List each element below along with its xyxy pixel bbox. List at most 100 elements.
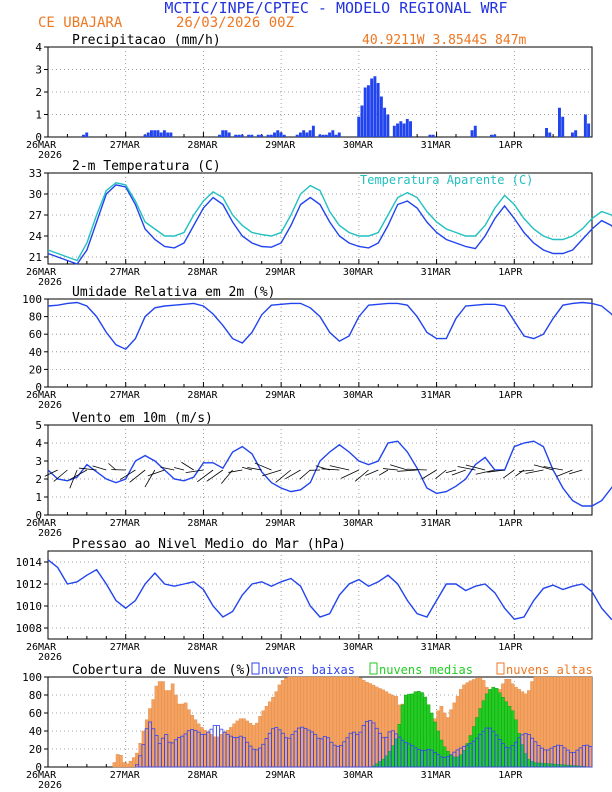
x-tick-label: 26MAR	[26, 518, 57, 529]
cloud-bar-nuvens-altas	[355, 676, 360, 768]
y-tick-label: 21	[29, 251, 42, 264]
wind-vector	[465, 464, 486, 471]
precip-bar	[266, 134, 270, 137]
cloud-bar-nuvens-altas	[342, 676, 347, 768]
precip-bar	[490, 134, 493, 137]
chart-panel-wind: 0 1 2 3 4 5 26MAR 27MAR 28MAR 29MAR 30MAR 31MAR 1APR…	[26, 411, 612, 539]
precip-bar	[493, 134, 497, 137]
cloud-bar-nuvens-medias	[452, 756, 457, 768]
cloud-bar-nuvens-altas	[326, 676, 330, 768]
precip-bar	[396, 123, 400, 137]
chart-title-rh: Umidade Relativa em 2m (%)	[72, 285, 276, 300]
wind-vector	[365, 469, 379, 476]
x-year-label: 2026	[38, 652, 62, 663]
cloud-bar-nuvens-altas	[203, 729, 207, 768]
precip-bar	[162, 130, 166, 137]
cloud-bar-nuvens-altas	[313, 676, 317, 768]
cloud-bar-nuvens-altas	[251, 725, 256, 768]
precip-bar	[247, 134, 251, 137]
precip-bar	[166, 132, 170, 137]
cloud-bar-nuvens-altas	[332, 676, 337, 768]
chart-panel-temp: 21 24 27 30 33 26MAR 27MAR 28MAR 29MAR 30MAR 31MAR…	[26, 159, 612, 288]
cloud-bar-nuvens-medias	[465, 743, 470, 768]
cloud-bar-nuvens-altas	[151, 699, 156, 768]
cloud-bar-nuvens-altas	[361, 680, 366, 768]
series-line-rh-0	[47, 301, 612, 351]
x-tick-label: 31MAR	[421, 518, 452, 529]
x-tick-label: 28MAR	[187, 642, 218, 653]
cloud-bar-nuvens-medias	[517, 733, 521, 768]
x-tick-label: 29MAR	[265, 267, 296, 278]
cloud-bar-nuvens-altas	[556, 676, 560, 768]
cloud-bar-nuvens-medias	[394, 738, 398, 768]
wind-vector	[275, 469, 292, 483]
cloud-bar-nuvens-altas	[546, 676, 551, 768]
y-tick-label: 0	[35, 381, 42, 394]
cloud-bar-nuvens-altas	[300, 676, 305, 768]
wind-vector	[53, 469, 68, 482]
cloud-bar-nuvens-altas	[582, 676, 586, 768]
x-tick-label: 30MAR	[343, 770, 374, 781]
y-tick-label: 1008	[16, 622, 43, 635]
x-tick-label: 31MAR	[421, 770, 452, 781]
x-year-label: 2026	[38, 277, 62, 288]
precip-bar	[360, 105, 364, 137]
cloud-bar-nuvens-altas	[174, 694, 178, 768]
chart-title-clouds: Cobertura de Nuvens (%)	[72, 663, 252, 678]
cloud-bar-nuvens-medias	[446, 751, 450, 768]
wind-vector	[383, 468, 398, 471]
legend-entry: nuvens baixas	[261, 663, 355, 677]
chart-panel-clouds: 0 20 40 60 80 100 26MAR 27MAR 28MAR 29MAR 30MAR 31M…	[22, 662, 593, 791]
y-tick-label: 40	[29, 725, 42, 738]
cloud-bar-nuvens-altas	[368, 683, 373, 768]
precip-bar	[383, 107, 387, 137]
wind-vector	[160, 466, 175, 471]
precip-bar	[548, 132, 552, 137]
wind-vector	[451, 469, 466, 476]
wind-vector	[254, 462, 272, 471]
cloud-bar-nuvens-altas	[216, 736, 220, 768]
y-tick-label: 3	[35, 64, 42, 77]
wind-vector	[108, 463, 117, 471]
cloud-bar-nuvens-altas	[141, 730, 146, 768]
cloud-bar-nuvens-medias	[494, 688, 499, 768]
cloud-bar-nuvens-altas	[267, 701, 272, 768]
cloud-bar-nuvens-altas	[248, 722, 253, 768]
cloud-bar-nuvens-altas	[569, 676, 573, 768]
x-tick-label: 29MAR	[265, 770, 296, 781]
wind-vector	[206, 469, 224, 482]
cloud-bar-nuvens-altas	[222, 731, 227, 768]
y-tick-label: 60	[29, 328, 42, 341]
cloud-bar-nuvens-altas	[329, 676, 334, 768]
y-tick-label: 2	[35, 86, 42, 99]
precip-bar	[558, 107, 561, 137]
cloud-bar-nuvens-medias	[507, 706, 512, 768]
precip-bar	[218, 134, 221, 137]
precip-bar	[431, 134, 435, 137]
wind-vector	[518, 469, 534, 472]
precip-bar	[146, 132, 150, 137]
precip-bar	[328, 132, 332, 137]
precip-bar	[273, 132, 276, 137]
x-tick-label: 26MAR	[26, 267, 57, 278]
x-tick-label: 1APR	[498, 770, 523, 781]
precip-bar	[256, 134, 260, 137]
x-tick-label: 29MAR	[265, 518, 296, 529]
cloud-bar-nuvens-altas	[572, 676, 577, 768]
series-line-temp-0	[47, 184, 612, 265]
cloud-bar-nuvens-altas	[277, 684, 282, 768]
cloud-bar-nuvens-altas	[261, 710, 266, 768]
y-tick-label: 80	[29, 689, 42, 702]
cloud-bar-nuvens-altas	[348, 676, 353, 768]
cloud-bar-nuvens-medias	[400, 704, 405, 768]
plot-frame	[47, 550, 593, 640]
cloud-bar-nuvens-altas	[154, 685, 159, 768]
precip-bar	[298, 132, 302, 137]
precip-bar	[331, 130, 335, 137]
x-tick-label: 31MAR	[421, 642, 452, 653]
cloud-bar-nuvens-altas	[112, 762, 117, 768]
cloud-bar-nuvens-medias	[429, 712, 434, 768]
wind-vector	[533, 464, 554, 471]
wind-vector	[525, 469, 544, 474]
cloud-bar-nuvens-altas	[209, 733, 214, 768]
